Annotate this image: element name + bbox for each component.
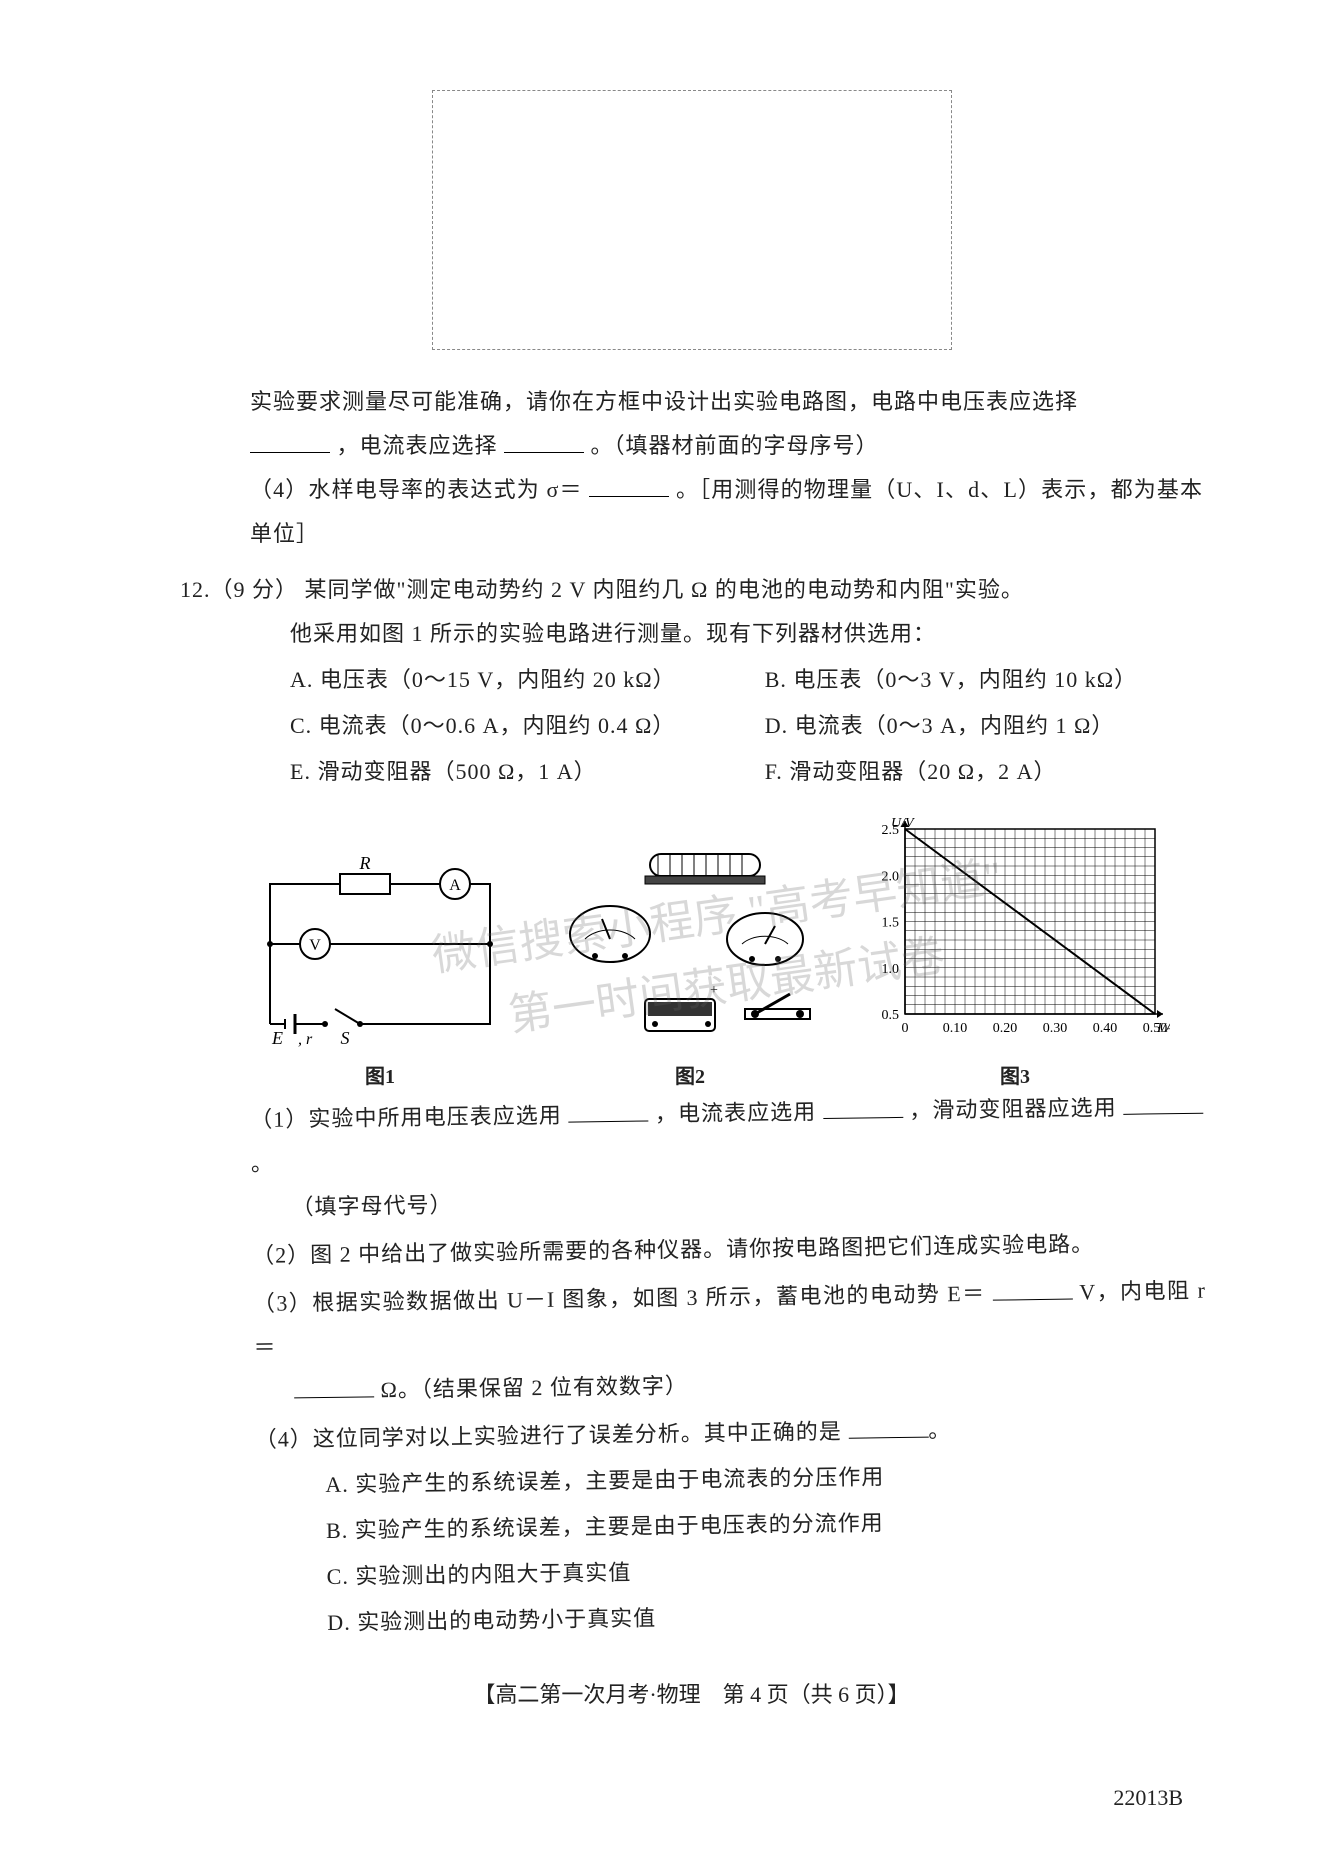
svg-text:0: 0 <box>902 1021 909 1036</box>
instruments-icon: + <box>530 844 850 1054</box>
figure-1: R A S E , r V <box>240 844 520 1089</box>
sub-q1: （1）实验中所用电压表应选用 ，电流表应选用 ，滑动变阻器应选用 。 <box>180 1085 1204 1187</box>
text: （1）实验中所用电压表应选用 <box>250 1103 562 1132</box>
answer-box <box>432 90 952 350</box>
fill-blank <box>823 1096 903 1119</box>
exam-page: 实验要求测量尽可能准确，请你在方框中设计出实验电路图，电路中电压表应选择 ，电流… <box>0 0 1323 1871</box>
option-f: F. 滑动变阻器（20 Ω，2 A） <box>765 750 1203 794</box>
question-12: 12.（9 分） 某同学做"测定电动势约 2 V 内阻约几 Ω 的电池的电动势和… <box>180 568 1203 612</box>
footer-code: 22013B <box>1113 1785 1183 1811</box>
fill-blank <box>992 1278 1072 1301</box>
paragraph-q4: （4）水样电导率的表达式为 σ＝ 。［用测得的物理量（U、I、d、L）表示，都为… <box>180 468 1203 556</box>
text: （填字母代号） <box>291 1192 452 1219</box>
paragraph: 实验要求测量尽可能准确，请你在方框中设计出实验电路图，电路中电压表应选择 <box>180 380 1203 424</box>
tilted-block: （1）实验中所用电压表应选用 ，电流表应选用 ，滑动变阻器应选用 。 （填字母代… <box>180 1085 1211 1647</box>
plus-icon: + <box>710 983 718 998</box>
svg-text:U/V: U/V <box>891 816 915 831</box>
page-footer: 【高二第一次月考·物理 第 4 页（共 6 页）】 <box>180 1677 1203 1709</box>
svg-text:2.0: 2.0 <box>882 869 900 884</box>
ui-graph: 00.100.200.300.400.500.51.01.52.02.5U/VI… <box>860 814 1170 1054</box>
text: 实验要求测量尽可能准确，请你在方框中设计出实验电路图，电路中电压表应选择 <box>250 389 1078 414</box>
text: （4）这位同学对以上实验进行了误差分析。其中正确的是 <box>255 1419 842 1452</box>
fig-label-1: 图1 <box>365 1060 395 1089</box>
fig-label-3: 图3 <box>1000 1060 1030 1089</box>
text: ，滑动变阻器应选用 <box>909 1095 1117 1123</box>
svg-text:0.10: 0.10 <box>943 1021 968 1036</box>
fill-blank <box>250 431 330 453</box>
label-v: V <box>309 937 321 954</box>
svg-text:1.0: 1.0 <box>882 962 900 977</box>
label-s: S <box>341 1028 350 1048</box>
svg-text:0.40: 0.40 <box>1093 1021 1118 1036</box>
svg-text:0.20: 0.20 <box>993 1021 1018 1036</box>
label-e: E <box>271 1028 283 1048</box>
label-a: A <box>449 877 461 894</box>
text: 他采用如图 1 所示的实验电路进行测量。现有下列器材供选用： <box>290 621 936 646</box>
text: （3）根据实验数据做出 U－I 图象，如图 3 所示，蓄电池的电动势 E＝ <box>253 1281 986 1316</box>
fill-blank <box>294 1375 374 1398</box>
label-r2: , r <box>298 1031 313 1048</box>
options-row: C. 电流表（0～0.6 A，内阻约 0.4 Ω） D. 电流表（0～3 A，内… <box>180 704 1203 748</box>
figures-row: 微信搜索小程序 "高考早知道" 第一时间获取最新试卷 R A S <box>240 814 1203 1089</box>
text: Ω。（结果保留 2 位有效数字） <box>380 1373 688 1402</box>
option-a: A. 电压表（0～15 V，内阻约 20 kΩ） <box>290 658 765 702</box>
text: ，电流表应选择 <box>337 433 498 458</box>
circuit-diagram-icon: R A S E , r V <box>240 844 520 1054</box>
figure-2: + 图2 <box>530 844 850 1089</box>
figure-3: 00.100.200.300.400.500.51.01.52.02.5U/VI… <box>860 814 1170 1089</box>
text: （2）图 2 中给出了做实验所需要的各种仪器。请你按电路图把它们连成实验电路。 <box>252 1231 1094 1268</box>
option-d: D. 电流表（0～3 A，内阻约 1 Ω） <box>765 704 1203 748</box>
svg-text:1.5: 1.5 <box>882 916 900 931</box>
q-stem: 某同学做"测定电动势约 2 V 内阻约几 Ω 的电池的电动势和内阻"实验。 <box>305 577 1024 602</box>
svg-text:I/A: I/A <box>1156 1021 1170 1036</box>
paragraph: ，电流表应选择 。（填器材前面的字母序号） <box>180 424 1203 468</box>
fig-label-2: 图2 <box>675 1060 705 1089</box>
label-r: R <box>359 853 371 873</box>
footer-text: 【高二第一次月考·物理 第 4 页（共 6 页）】 <box>473 1682 909 1707</box>
text: 。 <box>251 1151 274 1176</box>
option-c: C. 电流表（0～0.6 A，内阻约 0.4 Ω） <box>290 704 765 748</box>
option-e: E. 滑动变阻器（500 Ω，1 A） <box>290 750 765 794</box>
fill-blank <box>568 1099 648 1122</box>
fill-blank <box>504 431 584 453</box>
svg-text:0.5: 0.5 <box>882 1008 900 1023</box>
fill-blank <box>848 1416 928 1439</box>
text: 。（填器材前面的字母序号） <box>591 433 879 458</box>
text: （4）水样电导率的表达式为 σ＝ <box>250 477 583 502</box>
q-number: 12.（9 分） <box>180 577 298 602</box>
options-row: E. 滑动变阻器（500 Ω，1 A） F. 滑动变阻器（20 Ω，2 A） <box>180 750 1203 794</box>
text: ，电流表应选用 <box>655 1099 817 1126</box>
options-row: A. 电压表（0～15 V，内阻约 20 kΩ） B. 电压表（0～3 V，内阻… <box>180 658 1203 702</box>
paragraph: 他采用如图 1 所示的实验电路进行测量。现有下列器材供选用： <box>180 612 1203 656</box>
sub-q3: （3）根据实验数据做出 U－I 图象，如图 3 所示，蓄电池的电动势 E＝ V，… <box>183 1269 1207 1371</box>
option-b: B. 电压表（0～3 V，内阻约 10 kΩ） <box>765 658 1203 702</box>
fill-blank <box>589 475 669 497</box>
fill-blank <box>1123 1092 1203 1115</box>
svg-text:0.30: 0.30 <box>1043 1021 1068 1036</box>
